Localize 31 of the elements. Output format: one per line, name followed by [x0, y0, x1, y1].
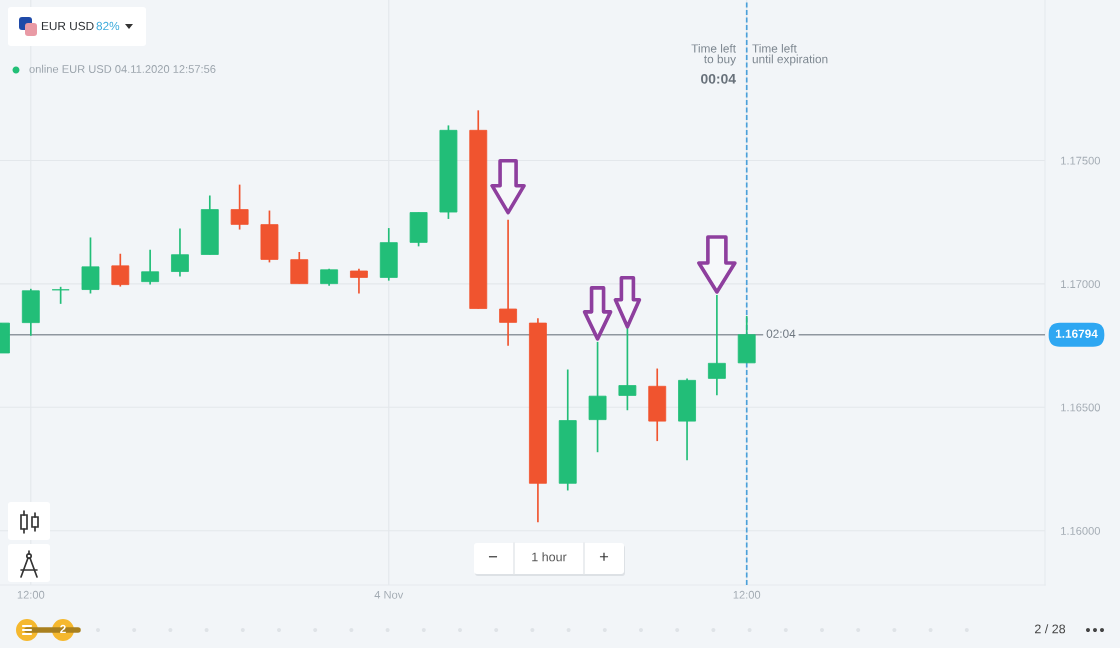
candlestick [707, 294, 726, 397]
text: online EUR USD 04.11.2020 12:57:56 [29, 64, 216, 73]
candlestick [111, 252, 130, 288]
candlestick [499, 218, 517, 347]
candlestick [290, 251, 309, 285]
annotation: 00:04 [701, 73, 736, 84]
candlestick [618, 326, 637, 412]
x-tick-label: 4 Nov [374, 590, 404, 599]
text: EUR USD [41, 21, 94, 31]
text: 2 [60, 624, 66, 634]
candlestick [171, 227, 189, 278]
annotation: Time left until expiration [752, 44, 828, 66]
annotation: + [599, 552, 609, 561]
annotation: − [488, 556, 498, 558]
annotation: 02:04 [766, 329, 796, 338]
y-tick-label: 1.16000 [1061, 526, 1101, 535]
annotation: 1 hour [532, 552, 567, 562]
x-tick-label: 12:00 [17, 590, 45, 599]
y-tick-label: 1.17000 [1061, 280, 1101, 288]
y-tick-label: 1.17500 [1061, 156, 1101, 165]
x-tick-label: 12:00 [733, 590, 761, 599]
candlestick [350, 267, 368, 295]
annotation: 82% [96, 21, 120, 31]
ref-line-label: 1.16794 [1055, 329, 1098, 338]
candlestick [588, 341, 607, 454]
candlestick [230, 183, 249, 231]
candlestick [81, 236, 100, 295]
annotation: Time left to buy [691, 44, 736, 66]
text: 2 / 28 [1034, 624, 1066, 634]
y-tick-label: 1.16500 [1061, 403, 1101, 412]
candlestick [141, 248, 160, 286]
